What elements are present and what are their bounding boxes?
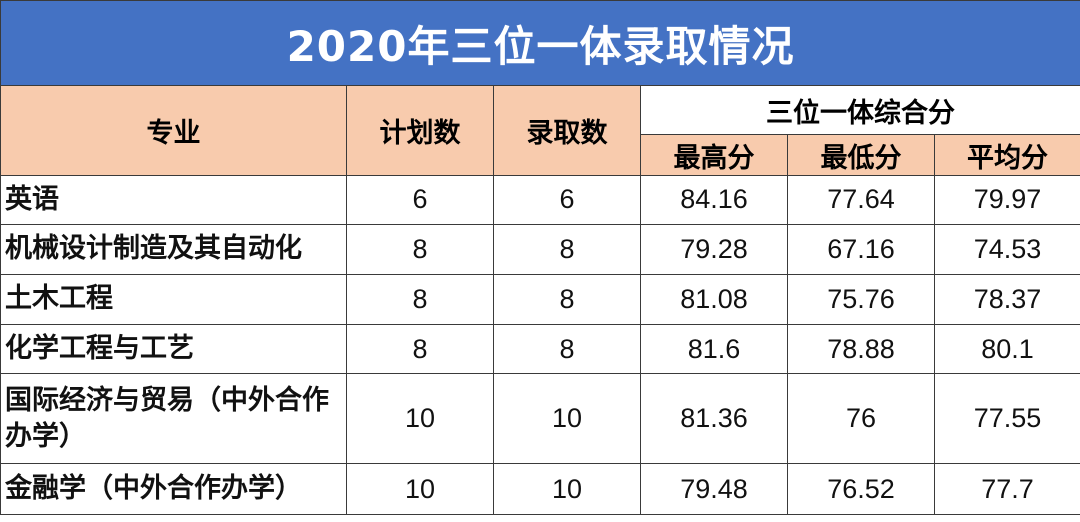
cell-major: 金融学（中外合作办学）: [0, 463, 347, 515]
cell-max: 84.16: [640, 175, 788, 225]
cell-avg: 74.53: [933, 223, 1080, 275]
cell-plan: 6: [346, 175, 494, 225]
cell-plan: 8: [346, 323, 494, 375]
header-min-score: 最低分: [787, 134, 935, 177]
header-admitted: 录取数: [493, 85, 641, 177]
cell-plan: 8: [346, 223, 494, 275]
table-row: 英语 6 6 84.16 77.64 79.97: [0, 175, 1080, 225]
cell-max: 81.08: [640, 273, 788, 325]
header-avg-score: 平均分: [933, 134, 1080, 177]
table-row: 化学工程与工艺 8 8 81.6 78.88 80.1: [0, 323, 1080, 375]
header-max-score: 最高分: [640, 134, 788, 177]
table-row: 土木工程 8 8 81.08 75.76 78.37: [0, 273, 1080, 325]
table-title: 2020年三位一体录取情况: [0, 0, 1080, 87]
cell-min: 77.64: [787, 175, 935, 225]
table-row: 金融学（中外合作办学） 10 10 79.48 76.52 77.7: [0, 463, 1080, 515]
cell-major: 土木工程: [0, 273, 347, 325]
cell-admitted: 8: [493, 273, 641, 325]
cell-admitted: 8: [493, 223, 641, 275]
cell-avg: 80.1: [933, 323, 1080, 375]
header-major: 专业: [0, 85, 347, 177]
cell-major: 英语: [0, 175, 347, 225]
header-plan: 计划数: [346, 85, 494, 177]
cell-avg: 78.37: [933, 273, 1080, 325]
cell-admitted: 10: [493, 373, 641, 465]
cell-major: 化学工程与工艺: [0, 323, 347, 375]
table-row: 机械设计制造及其自动化 8 8 79.28 67.16 74.53: [0, 223, 1080, 275]
cell-major: 机械设计制造及其自动化: [0, 223, 347, 275]
cell-admitted: 10: [493, 463, 641, 515]
cell-max: 79.48: [640, 463, 788, 515]
cell-min: 78.88: [787, 323, 935, 375]
cell-max: 79.28: [640, 223, 788, 275]
cell-avg: 77.7: [933, 463, 1080, 515]
cell-min: 76: [787, 373, 935, 465]
cell-plan: 10: [346, 373, 494, 465]
cell-plan: 10: [346, 463, 494, 515]
cell-max: 81.6: [640, 323, 788, 375]
cell-avg: 77.55: [933, 373, 1080, 465]
cell-min: 76.52: [787, 463, 935, 515]
cell-admitted: 6: [493, 175, 641, 225]
cell-min: 67.16: [787, 223, 935, 275]
cell-admitted: 8: [493, 323, 641, 375]
cell-avg: 79.97: [933, 175, 1080, 225]
cell-major: 国际经济与贸易（中外合作办学）: [0, 373, 347, 465]
header-composite-score: 三位一体综合分: [639, 85, 1080, 136]
cell-max: 81.36: [640, 373, 788, 465]
cell-min: 75.76: [787, 273, 935, 325]
table-row: 国际经济与贸易（中外合作办学） 10 10 81.36 76 77.55: [0, 373, 1080, 465]
cell-plan: 8: [346, 273, 494, 325]
